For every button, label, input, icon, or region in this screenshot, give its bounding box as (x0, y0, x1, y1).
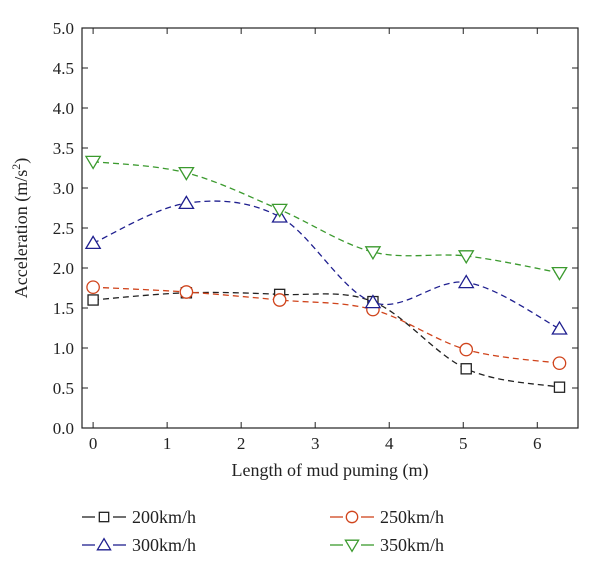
y-tick-label: 0.0 (53, 419, 74, 438)
legend-item: 250km/h (330, 507, 444, 527)
data-point-circle (272, 293, 287, 307)
y-axis-label-superscript: 2 (9, 164, 23, 170)
y-tick-label: 1.0 (53, 339, 74, 358)
data-point-triangle-up (96, 537, 112, 551)
axis-ticks: 0.0 0.5 1.0 1.5 2.0 2.5 3.0 3.5 4.0 4.5 5.0 0 1 2 3 4 5 6 (53, 19, 578, 453)
data-point-square (98, 511, 110, 523)
y-tick-label: 5.0 (53, 19, 74, 38)
plot-frame (81, 27, 579, 429)
data-point-circle (179, 285, 194, 299)
series-350km-h (84, 155, 568, 281)
legend-label: 350km/h (380, 535, 444, 555)
y-tick-label: 4.0 (53, 99, 74, 118)
series-layer (84, 155, 568, 393)
x-tick-label: 5 (459, 434, 468, 453)
series-line (93, 160, 560, 274)
legend-item: 200km/h (82, 507, 196, 527)
y-tick-label: 2.0 (53, 259, 74, 278)
data-point-triangle-up (178, 195, 195, 210)
y-tick-label: 1.5 (53, 299, 74, 318)
data-point-triangle-up (457, 274, 475, 289)
x-tick-label: 6 (533, 434, 542, 453)
y-tick-label: 3.5 (53, 139, 74, 158)
y-axis-label-main: Acceleration (m/s (11, 170, 32, 298)
series-line (93, 286, 560, 364)
data-point-circle (86, 280, 100, 295)
x-axis-label: Length of mud puming (m) (232, 460, 429, 481)
y-tick-label: 4.5 (53, 59, 74, 78)
y-tick-label: 3.0 (53, 179, 74, 198)
y-tick-label: 0.5 (53, 379, 74, 398)
legend-label: 200km/h (132, 507, 196, 527)
y-tick-label: 2.5 (53, 219, 74, 238)
data-point-triangle-down (457, 250, 475, 265)
x-tick-label: 3 (311, 434, 320, 453)
x-tick-label: 2 (237, 434, 246, 453)
data-point-triangle-up (84, 235, 102, 250)
series-300km-h (84, 195, 568, 335)
y-axis-label-close: ) (11, 158, 32, 164)
series-250km-h (86, 280, 567, 371)
series-line (93, 291, 560, 388)
data-point-triangle-down (551, 266, 568, 281)
series-line (92, 200, 560, 330)
data-point-square (460, 363, 472, 375)
x-tick-label: 1 (163, 434, 172, 453)
legend-label: 300km/h (132, 535, 196, 555)
data-point-circle (345, 510, 359, 524)
x-tick-label: 0 (89, 434, 98, 453)
data-point-triangle-down (84, 155, 102, 170)
data-point-triangle-down (178, 166, 195, 181)
legend: 200km/h 250km/h 300km/h 350km/h (82, 507, 444, 555)
data-point-circle (459, 342, 474, 357)
data-point-triangle-up (364, 294, 382, 309)
x-tick-label: 4 (385, 434, 394, 453)
data-point-triangle-down (271, 203, 288, 218)
data-point-square (87, 294, 99, 306)
legend-item: 350km/h (330, 535, 444, 555)
legend-item: 300km/h (82, 535, 196, 555)
data-point-triangle-down (364, 246, 382, 261)
y-axis-label: Acceleration (m/s2) (9, 158, 32, 298)
data-point-square (553, 381, 566, 393)
data-point-circle (552, 356, 567, 371)
legend-label: 250km/h (380, 507, 444, 527)
data-point-triangle-up (551, 320, 568, 335)
data-point-triangle-down (344, 539, 360, 553)
